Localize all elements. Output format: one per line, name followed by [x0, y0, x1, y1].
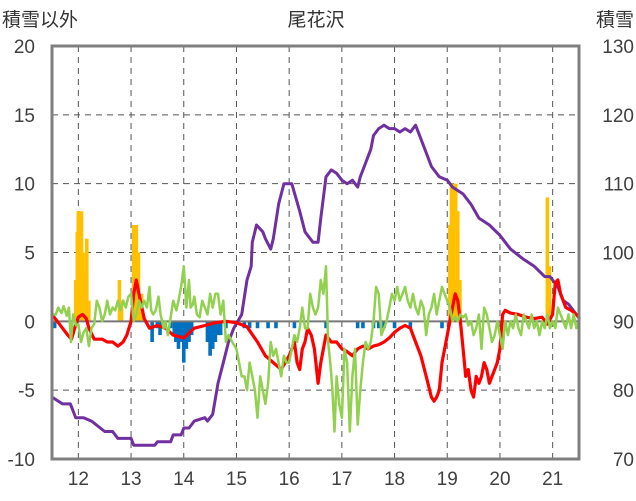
right-axis-tick-label: 90	[613, 312, 634, 333]
negative-bar	[158, 321, 162, 336]
right-axis-tick-label: 110	[604, 175, 634, 196]
left-axis-ticks: 20 15 10 5 0 -5 -10	[8, 37, 35, 471]
negative-bar	[205, 321, 210, 342]
left-axis-tick-label: 20	[14, 37, 35, 58]
x-axis-tick-label: 18	[384, 469, 405, 490]
negative-bar	[208, 321, 212, 356]
right-axis-label: 積雪	[596, 9, 634, 31]
chart-title: 尾花沢	[287, 9, 344, 31]
negative-bar	[255, 321, 260, 329]
positive-bar	[84, 238, 89, 322]
left-axis-tick-label: -10	[8, 450, 35, 471]
negative-bar	[440, 321, 444, 329]
left-axis-label: 積雪以外	[2, 9, 78, 31]
negative-bar	[179, 321, 183, 342]
negative-bar	[216, 321, 220, 336]
x-axis-tick-label: 21	[542, 469, 563, 490]
negative-bar	[174, 321, 178, 342]
series-line-3	[50, 265, 581, 433]
line-series	[50, 123, 581, 447]
grid	[52, 46, 579, 459]
left-axis-tick-label: 10	[14, 175, 35, 196]
right-axis-tick-label: 120	[602, 106, 634, 127]
negative-bar	[52, 321, 57, 329]
left-axis-tick-label: 0	[24, 312, 35, 333]
positive-bar	[547, 266, 552, 322]
bar-series	[52, 183, 552, 363]
x-axis-tick-label: 12	[68, 469, 89, 490]
right-axis-tick-label: 70	[613, 450, 634, 471]
right-axis-tick-label: 100	[602, 244, 634, 265]
negative-bar	[266, 321, 270, 329]
x-axis-tick-label: 20	[489, 469, 510, 490]
left-axis-tick-label: -5	[18, 381, 35, 402]
positive-bar	[131, 224, 136, 322]
positive-bar	[117, 280, 122, 322]
negative-bar	[218, 321, 223, 336]
right-axis-tick-label: 130	[602, 37, 634, 58]
negative-bar	[210, 321, 215, 349]
x-axis-tick-label: 16	[279, 469, 300, 490]
x-axis-tick-label: 19	[437, 469, 458, 490]
positive-bar	[449, 183, 454, 322]
negative-bar	[361, 321, 365, 329]
right-axis-ticks: 130 120 110 100 90 80 70	[602, 37, 634, 471]
negative-bar	[150, 321, 154, 342]
series-line-2	[50, 278, 581, 403]
negative-bar	[324, 321, 328, 329]
positive-bar	[545, 197, 550, 322]
negative-bar	[247, 321, 252, 329]
x-axis-tick-label: 13	[120, 469, 141, 490]
x-axis-tick-label: 14	[173, 469, 195, 490]
x-axis-ticks: 12 13 14 15 16 17 18 19 20 21	[68, 469, 563, 490]
x-axis-tick-label: 17	[331, 469, 352, 490]
negative-bar	[408, 321, 413, 329]
negative-bar	[292, 321, 297, 329]
positive-bar	[81, 252, 85, 322]
negative-bar	[274, 321, 278, 329]
positive-bar	[451, 183, 456, 322]
negative-bar	[355, 321, 360, 329]
positive-bar	[87, 300, 91, 322]
left-axis-tick-label: 15	[14, 106, 35, 127]
series-line-1	[50, 123, 581, 447]
positive-bar	[458, 280, 462, 322]
positive-bar	[119, 300, 124, 322]
left-axis-tick-label: 5	[24, 244, 35, 265]
x-axis-tick-label: 15	[226, 469, 247, 490]
right-axis-tick-label: 80	[613, 381, 634, 402]
positive-bar	[453, 183, 458, 322]
negative-bar	[189, 321, 194, 336]
plot-frame	[50, 44, 581, 461]
positive-bar	[134, 224, 139, 322]
positive-bar	[455, 211, 460, 322]
negative-bar	[392, 321, 397, 329]
negative-bar	[376, 321, 381, 329]
negative-bar	[181, 321, 186, 363]
negative-bar	[213, 321, 218, 342]
